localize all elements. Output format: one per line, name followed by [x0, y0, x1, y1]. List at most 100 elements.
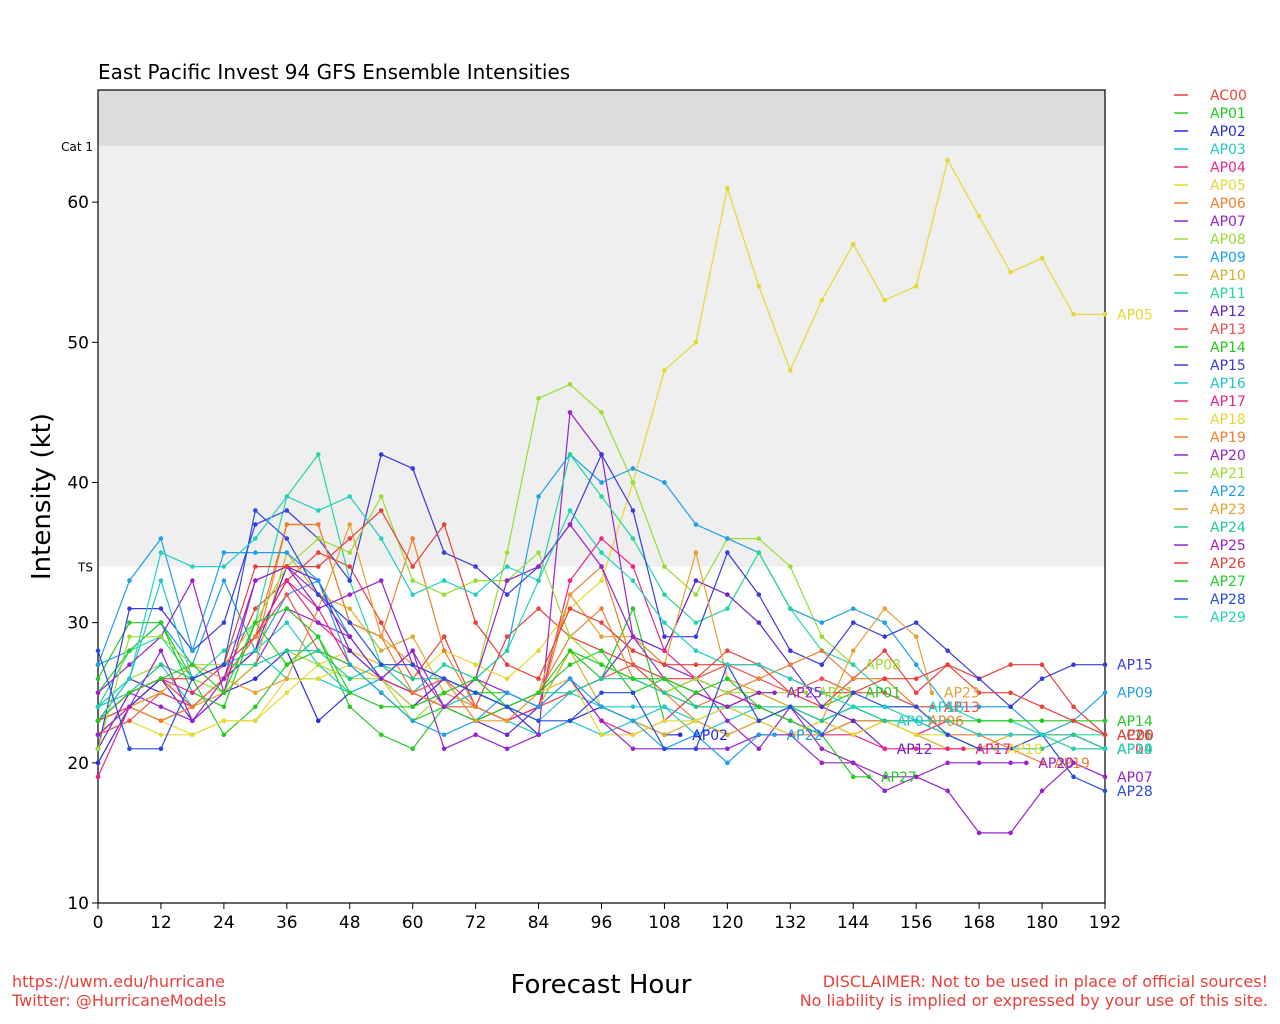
- data-point-ap26: [1039, 704, 1045, 710]
- data-point-ap24: [158, 662, 164, 668]
- data-point-ap20: [788, 732, 793, 738]
- y-axis-title: Intensity (kt): [27, 413, 57, 580]
- data-point-ap21: [803, 690, 809, 696]
- data-point-ap01: [410, 746, 415, 752]
- data-point-ap22: [693, 732, 699, 738]
- data-point-ap10: [662, 732, 667, 738]
- end-label-ap03: AP03: [897, 714, 933, 730]
- data-point-ap05: [284, 690, 290, 696]
- data-point-ap22: [253, 550, 258, 555]
- data-point-ap24: [315, 648, 321, 653]
- data-point-ap10: [378, 648, 384, 653]
- data-point-ap29: [1071, 746, 1076, 752]
- data-point-ap14: [127, 648, 132, 653]
- end-label-ap18: AP18: [1007, 742, 1043, 758]
- data-point-ap22: [378, 690, 384, 696]
- data-point-ap19: [473, 704, 478, 710]
- data-point-ap23: [253, 690, 258, 696]
- data-point-ap03: [284, 620, 290, 625]
- legend: AC00 AP01 AP02 AP03 AP04 AP05 AP06 AP07 AP08 AP09…: [1174, 88, 1247, 626]
- footer-credits: https://uwm.edu/hurricane Twitter: @Hurr…: [12, 972, 226, 1010]
- legend-entry-ap15: AP15: [1210, 358, 1246, 374]
- data-point-ap09: [662, 480, 667, 485]
- data-point-ap15: [504, 592, 510, 597]
- footer-url[interactable]: https://uwm.edu/hurricane: [12, 972, 225, 991]
- data-point-ap22: [630, 718, 636, 724]
- data-point-ap12: [693, 578, 699, 583]
- data-point-ap26: [441, 522, 447, 527]
- data-point-ap15: [819, 662, 825, 668]
- data-point-ap24: [662, 690, 667, 696]
- data-point-ap29: [850, 704, 856, 710]
- data-point-ap28: [315, 592, 321, 597]
- data-point-ap09: [882, 620, 888, 625]
- data-point-ap27: [662, 676, 667, 682]
- data-point-ap29: [1102, 746, 1108, 752]
- data-point-ap28: [95, 648, 101, 653]
- data-point-ap17: [190, 690, 195, 696]
- y-axis-ticks: 10 20 30 40 50 60: [67, 193, 98, 914]
- data-point-ap14: [1102, 718, 1108, 724]
- legend-entry-ap09: AP09: [1210, 250, 1246, 266]
- data-point-ap28: [662, 746, 667, 752]
- series-lines: [95, 157, 1108, 836]
- end-label-ap08: AP08: [865, 658, 901, 674]
- data-point-ap15: [441, 550, 447, 555]
- x-tick-label: 48: [339, 913, 361, 933]
- data-point-ap15: [976, 676, 982, 682]
- data-point-ap12: [347, 648, 353, 653]
- end-label-ap17: AP17: [975, 742, 1011, 758]
- data-point-ap14: [599, 648, 604, 653]
- data-point-ap09: [913, 662, 919, 668]
- data-point-ap22: [756, 732, 762, 738]
- end-label-ap05: AP05: [1117, 307, 1153, 323]
- end-label-ap25: AP25: [787, 686, 823, 702]
- data-point-ap27: [284, 606, 290, 611]
- data-point-ap22: [599, 704, 604, 710]
- series-line-ap27: [97, 607, 869, 778]
- footer-twitter[interactable]: Twitter: @HurricaneModels: [12, 991, 227, 1010]
- data-point-ap06: [410, 536, 415, 541]
- data-point-ap29: [819, 690, 825, 696]
- data-point-ap25: [253, 578, 258, 583]
- data-point-ap25: [190, 718, 195, 724]
- data-point-ap05: [913, 283, 919, 289]
- legend-entry-ap13: AP13: [1210, 322, 1246, 338]
- end-label-ap14: AP14: [1117, 714, 1153, 730]
- x-tick-label: 60: [402, 913, 424, 933]
- data-point-ap05: [725, 185, 730, 191]
- data-point-ap27: [567, 648, 573, 653]
- series-line-ap18: [97, 664, 995, 750]
- end-label-ap07: AP07: [1117, 770, 1153, 786]
- data-point-ap24: [1071, 732, 1076, 738]
- data-point-ap29: [190, 564, 195, 569]
- data-point-ap11: [567, 452, 573, 457]
- data-point-ap22: [158, 536, 164, 541]
- data-point-ap29: [95, 704, 101, 710]
- data-point-ap15: [1071, 662, 1076, 668]
- x-tick-label: 156: [900, 913, 932, 933]
- data-point-ap25: [441, 704, 447, 710]
- data-point-ap17: [961, 746, 966, 752]
- data-point-ap05: [1039, 255, 1045, 261]
- data-point-ap11: [221, 648, 227, 653]
- data-point-ap29: [913, 718, 919, 724]
- data-point-ap28: [788, 704, 793, 710]
- data-point-ap05: [599, 578, 604, 583]
- data-point-ap11: [441, 662, 447, 668]
- data-point-ap26: [630, 648, 636, 653]
- legend-entry-ap01: AP01: [1210, 106, 1246, 122]
- data-point-ap13: [127, 718, 132, 724]
- x-tick-label: 144: [837, 913, 869, 933]
- data-point-ap29: [725, 662, 730, 668]
- data-point-ap07: [504, 746, 510, 752]
- data-point-ap27: [221, 690, 227, 696]
- x-tick-label: 12: [150, 913, 172, 933]
- data-point-ap24: [253, 662, 258, 668]
- data-point-ap01: [127, 620, 132, 625]
- data-point-ap20: [190, 578, 195, 583]
- end-label-ap10: AP10: [1117, 742, 1153, 758]
- data-point-ap05: [850, 241, 856, 247]
- data-point-ap27: [630, 676, 636, 682]
- data-point-ap11: [662, 592, 667, 597]
